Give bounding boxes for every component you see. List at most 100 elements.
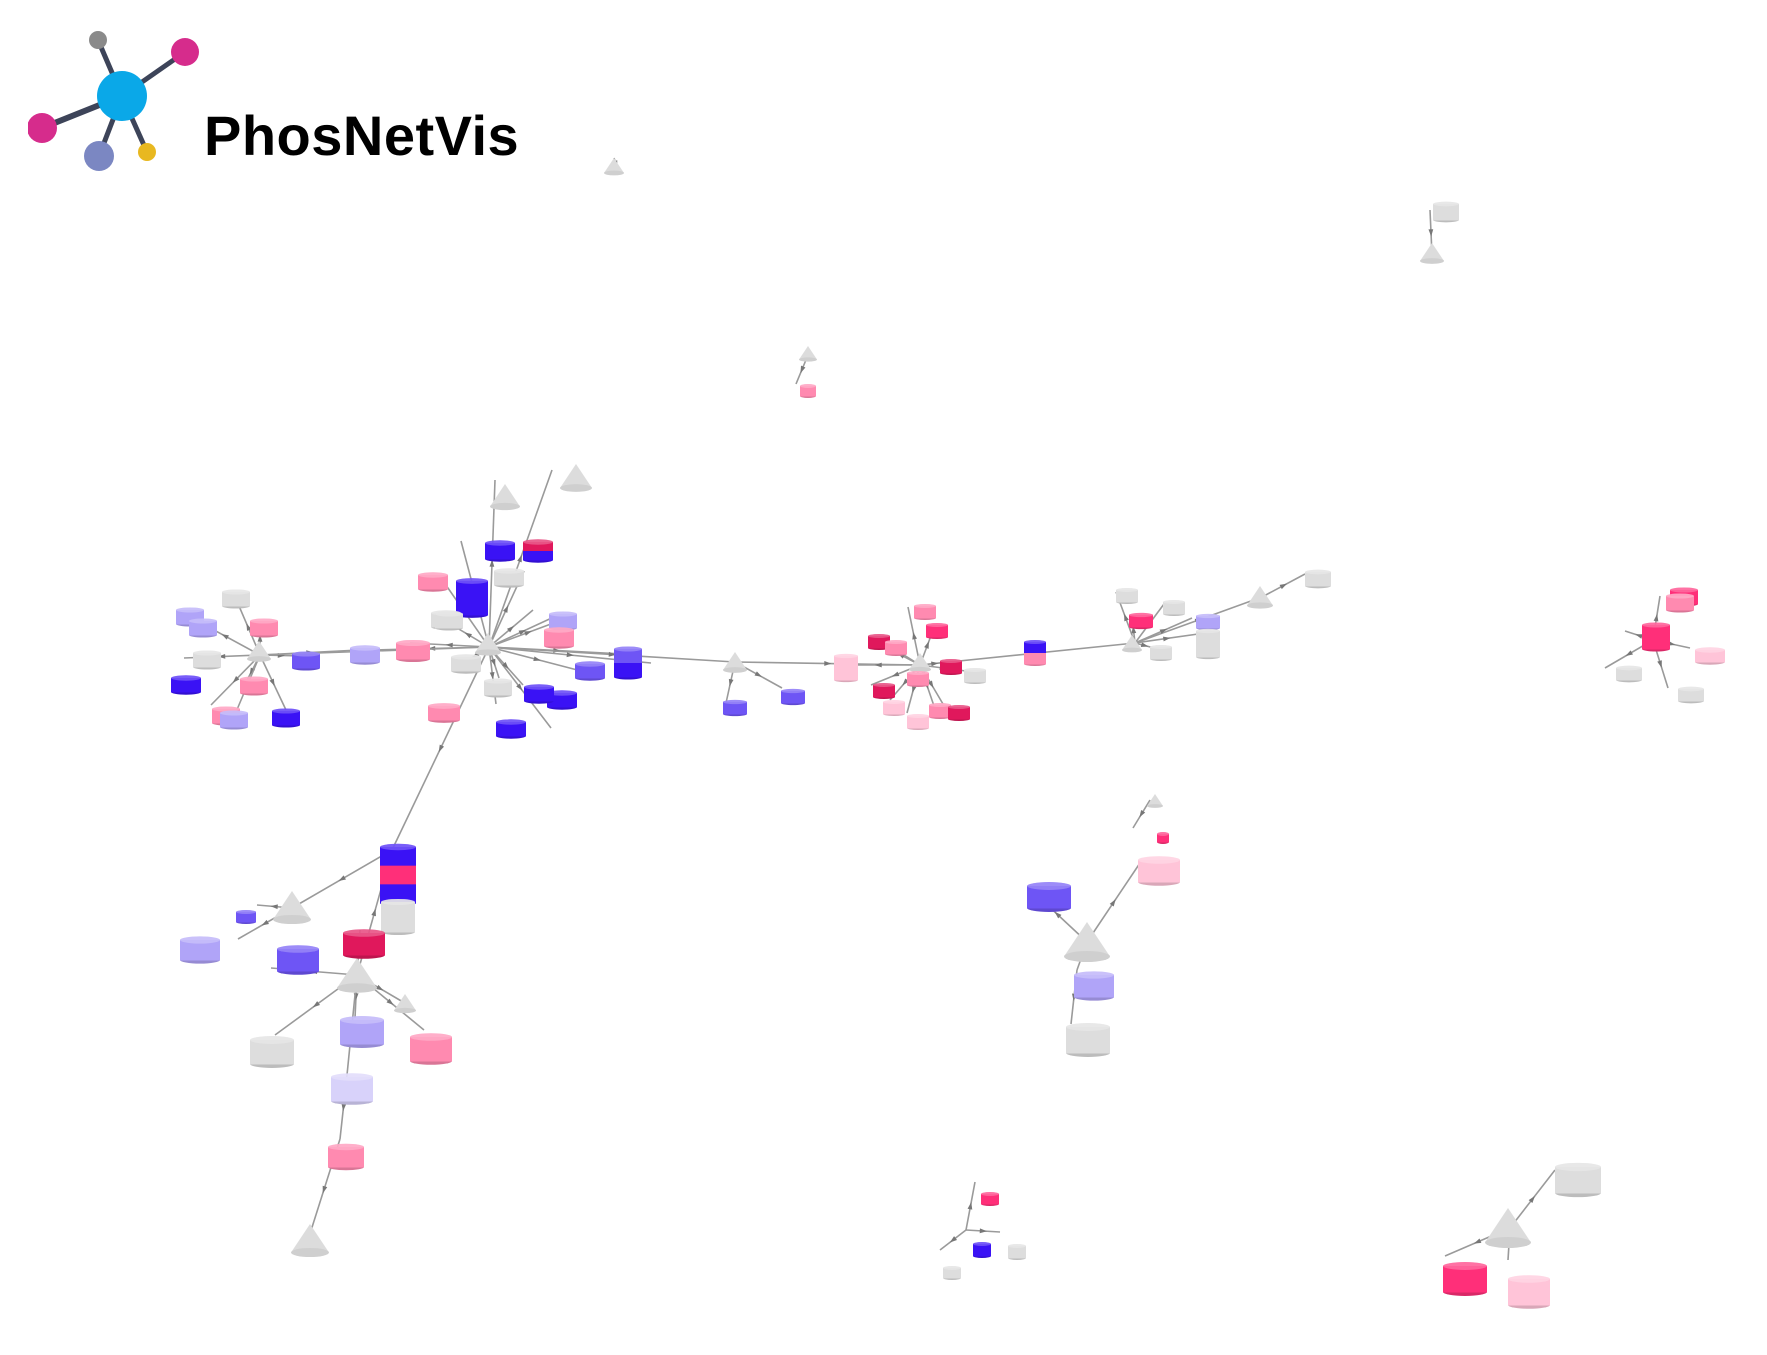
- protein-node[interactable]: [800, 384, 816, 398]
- protein-node[interactable]: [494, 568, 524, 588]
- protein-node[interactable]: [1196, 628, 1220, 660]
- protein-node[interactable]: [1116, 588, 1138, 604]
- protein-node[interactable]: [428, 703, 460, 723]
- protein-node[interactable]: [926, 623, 948, 639]
- protein-node[interactable]: [723, 699, 747, 717]
- protein-node[interactable]: [1305, 569, 1331, 589]
- protein-node[interactable]: [885, 640, 907, 656]
- protein-node[interactable]: [1163, 600, 1185, 616]
- protein-node[interactable]: [907, 714, 929, 730]
- kinase-node[interactable]: [799, 346, 817, 362]
- protein-node[interactable]: [834, 653, 858, 683]
- protein-node[interactable]: [943, 1266, 961, 1280]
- protein-node[interactable]: [544, 627, 574, 649]
- protein-node[interactable]: [1008, 1244, 1026, 1260]
- protein-node[interactable]: [193, 650, 221, 670]
- kinase-node[interactable]: [560, 464, 592, 492]
- protein-node[interactable]: [781, 688, 805, 706]
- kinase-node[interactable]: [291, 1224, 329, 1258]
- protein-node[interactable]: [1443, 1262, 1487, 1296]
- kinase-node[interactable]: [1247, 586, 1273, 609]
- edge-arrow: [341, 1103, 347, 1111]
- protein-node[interactable]: [883, 700, 905, 716]
- protein-node[interactable]: [350, 645, 380, 665]
- protein-node[interactable]: [873, 683, 895, 699]
- protein-node[interactable]: [451, 654, 481, 674]
- protein-node[interactable]: [340, 1016, 384, 1048]
- protein-node[interactable]: [929, 703, 951, 719]
- protein-node[interactable]: [907, 671, 929, 687]
- protein-node[interactable]: [272, 708, 300, 728]
- kinase-node[interactable]: [1064, 922, 1110, 963]
- kinase-node[interactable]: [1122, 635, 1142, 653]
- kinase-node[interactable]: [1147, 794, 1163, 808]
- protein-node[interactable]: [331, 1073, 373, 1105]
- protein-node[interactable]: [981, 1192, 999, 1206]
- protein-node[interactable]: [1642, 622, 1670, 652]
- protein-node[interactable]: [1666, 593, 1694, 613]
- protein-node[interactable]: [380, 843, 416, 907]
- protein-node[interactable]: [1508, 1275, 1550, 1309]
- kinase-node[interactable]: [337, 958, 377, 993]
- protein-node[interactable]: [343, 929, 385, 959]
- protein-node[interactable]: [868, 634, 890, 650]
- protein-node[interactable]: [180, 936, 220, 964]
- kinase-node[interactable]: [604, 158, 624, 176]
- protein-node[interactable]: [973, 1242, 991, 1258]
- kinase-node[interactable]: [247, 641, 271, 662]
- kinase-node[interactable]: [475, 633, 501, 656]
- protein-node[interactable]: [485, 540, 515, 562]
- protein-node[interactable]: [1616, 665, 1642, 683]
- protein-node[interactable]: [1433, 201, 1459, 223]
- protein-node[interactable]: [410, 1033, 452, 1065]
- protein-node[interactable]: [418, 572, 448, 592]
- protein-node[interactable]: [484, 678, 512, 698]
- protein-node[interactable]: [1024, 640, 1046, 666]
- kinase-node[interactable]: [394, 994, 416, 1014]
- protein-node[interactable]: [940, 659, 962, 675]
- protein-node[interactable]: [1157, 832, 1169, 844]
- protein-node[interactable]: [435, 611, 463, 631]
- protein-node[interactable]: [381, 898, 415, 936]
- kinase-node[interactable]: [909, 653, 931, 673]
- protein-node[interactable]: [328, 1143, 364, 1171]
- protein-node[interactable]: [171, 675, 201, 695]
- protein-node[interactable]: [614, 646, 642, 680]
- protein-node[interactable]: [948, 705, 970, 721]
- protein-node[interactable]: [240, 676, 268, 696]
- protein-node[interactable]: [456, 578, 488, 618]
- protein-node[interactable]: [396, 639, 430, 663]
- kinase-node[interactable]: [490, 484, 520, 511]
- protein-node[interactable]: [496, 719, 526, 739]
- protein-node[interactable]: [277, 945, 319, 975]
- edge-arrow: [524, 631, 532, 636]
- kinase-node[interactable]: [273, 891, 311, 925]
- protein-node[interactable]: [1027, 882, 1071, 912]
- protein-node[interactable]: [189, 618, 217, 638]
- protein-node[interactable]: [547, 690, 577, 710]
- protein-node[interactable]: [524, 684, 554, 704]
- kinase-node[interactable]: [1485, 1208, 1531, 1249]
- protein-node[interactable]: [1129, 612, 1153, 630]
- protein-node[interactable]: [1555, 1162, 1601, 1198]
- kinase-node[interactable]: [723, 652, 747, 673]
- protein-node[interactable]: [250, 618, 278, 638]
- protein-node[interactable]: [236, 910, 256, 924]
- kinase-node[interactable]: [1420, 243, 1444, 264]
- protein-node[interactable]: [1678, 686, 1704, 704]
- protein-node[interactable]: [1150, 645, 1172, 661]
- protein-node[interactable]: [292, 651, 320, 671]
- protein-node[interactable]: [1695, 647, 1725, 665]
- protein-node[interactable]: [575, 661, 605, 681]
- protein-node[interactable]: [964, 668, 986, 684]
- protein-node[interactable]: [222, 589, 250, 609]
- protein-node[interactable]: [250, 1036, 294, 1068]
- protein-node[interactable]: [914, 604, 936, 620]
- protein-node[interactable]: [220, 710, 248, 730]
- protein-node[interactable]: [523, 539, 553, 563]
- protein-node[interactable]: [1066, 1023, 1110, 1057]
- protein-node[interactable]: [1074, 971, 1114, 1001]
- protein-node[interactable]: [1138, 856, 1180, 886]
- protein-node[interactable]: [1196, 613, 1220, 631]
